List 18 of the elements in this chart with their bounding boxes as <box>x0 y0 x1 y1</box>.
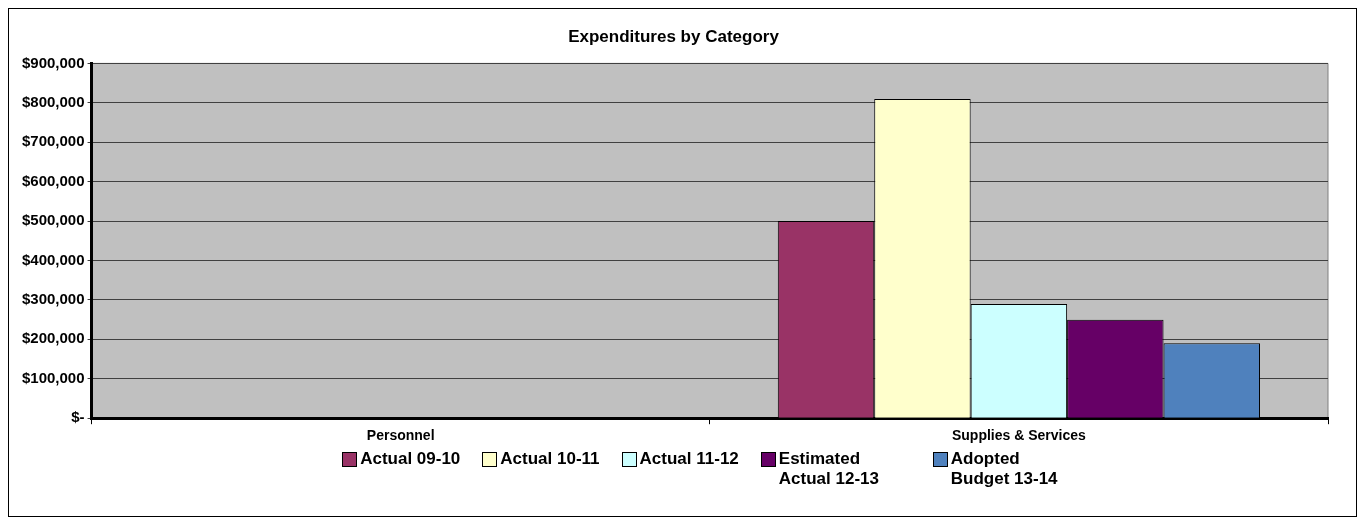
legend-label: Actual 09-10 <box>360 449 461 469</box>
legend-label: Estimated Actual 12-13 <box>778 449 880 489</box>
y-tick-label: $200,000 <box>21 329 85 347</box>
y-tick-label: $500,000 <box>21 211 85 229</box>
y-tick-label: $600,000 <box>21 171 85 189</box>
legend-label: Adopted Budget 13-14 <box>950 449 1059 489</box>
y-tick-label: $- <box>71 408 85 426</box>
legend-label: Actual 10-11 <box>500 449 600 469</box>
y-tick-label: $800,000 <box>21 92 85 110</box>
legend-label: Actual 11-12 <box>639 449 739 469</box>
x-tick-label: Personnel <box>366 427 435 444</box>
y-tick-label: $400,000 <box>21 250 85 268</box>
y-tick-label: $700,000 <box>21 132 85 150</box>
chart-title: Expenditures by Category <box>568 26 780 46</box>
y-tick-label: $100,000 <box>21 368 85 386</box>
y-tick-label: $900,000 <box>21 53 85 71</box>
x-tick-label: Supplies & Services <box>951 427 1087 444</box>
y-tick-label: $300,000 <box>21 290 85 308</box>
